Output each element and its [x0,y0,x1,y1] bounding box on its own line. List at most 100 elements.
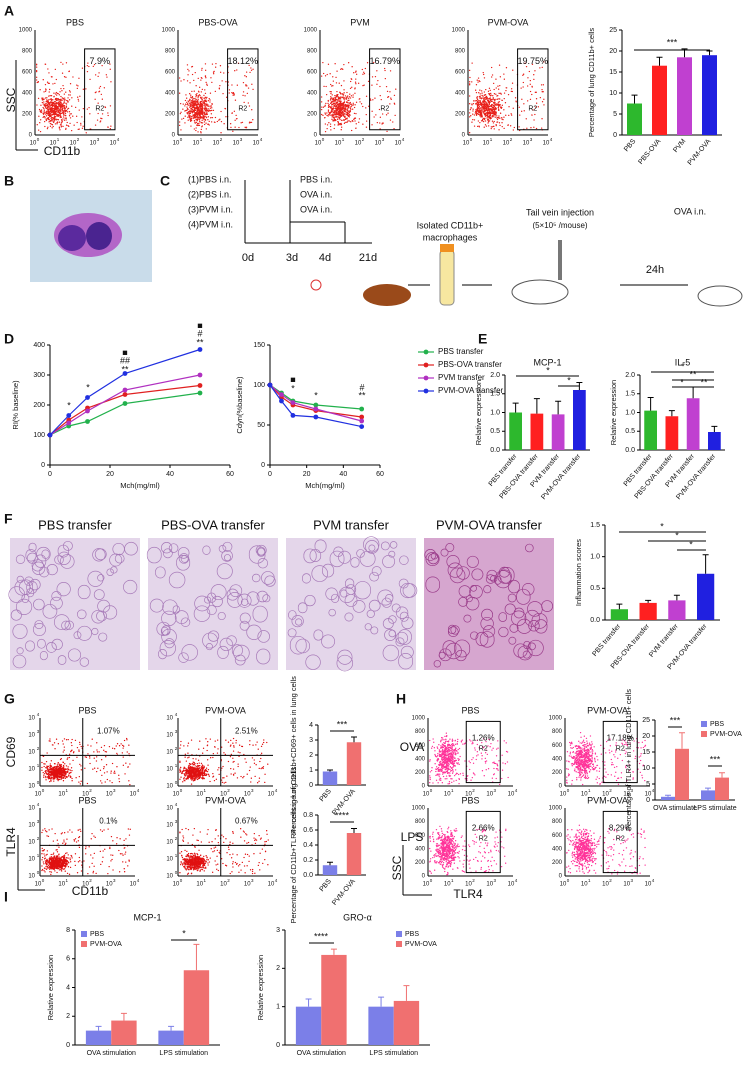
event-dots [41,737,131,786]
tube-cap [440,244,454,252]
significance: *** [337,719,348,729]
x-tick-label: LPS stimulation [369,1050,418,1057]
tick-exponent: 3 [240,137,243,142]
tick-exponent: 3 [37,819,40,824]
flow-y-tick-label: 0 [559,874,563,880]
bar [652,65,667,135]
flow-title: PVM-OVA [205,705,246,715]
significance: ## [120,355,130,365]
tick-exponent: 1 [588,878,591,883]
tick-base: 10 [28,750,35,756]
mouse-icon [363,284,411,306]
tick-exponent: 4 [550,137,553,142]
bar [321,954,347,1045]
y-tick-label: 100 [33,432,45,439]
image-title: PBS-OVA transfer [161,517,265,532]
flow-y-tick-label: 200 [415,770,426,776]
tick-exponent: 4 [275,878,278,883]
legend-label: PVM transfer [438,373,485,382]
tick-exponent: 2 [362,137,365,142]
panel-letter: G [4,691,15,707]
flow-y-tick-label: 0 [29,133,33,139]
flow-y-tick-label: 1000 [549,716,563,722]
x-tick-label: OVA stimulation [297,1050,346,1057]
significance: * [681,361,685,371]
y-tick-label: 0.0 [303,872,313,879]
tick-base: 10 [602,792,609,798]
x-tick-label: 20 [303,471,311,478]
flow-y-tick-label: 600 [22,70,33,76]
y-tick-label: 1.5 [590,522,600,529]
point [290,413,296,418]
bar [644,410,657,450]
tick-exponent: 1 [57,137,60,142]
point [197,390,203,396]
tick-base: 10 [166,840,173,846]
gate [602,720,638,784]
tick-base: 10 [244,792,251,798]
bar [665,416,679,450]
error-bar [647,397,654,411]
axis-arrows [15,60,432,896]
tick-base: 10 [486,792,493,798]
error-bar [673,594,680,601]
tick-base: 10 [268,882,275,888]
point [47,432,53,438]
error-bar [168,1025,175,1031]
event-dots [566,731,647,786]
point [197,383,203,388]
flow-y-tick-label: 1000 [412,716,426,722]
tick-exponent: 1 [37,763,40,768]
tick-base: 10 [35,792,42,798]
mouse-icon [697,285,743,307]
axis-label: CD11b [44,144,81,158]
flow-y-tick-label: 400 [307,91,318,97]
significance: * [546,365,550,375]
y-tick-label: 50 [257,422,265,429]
tick-base: 10 [130,792,137,798]
chart-title: MCP-1 [133,912,161,922]
panel-letter: H [396,691,406,707]
flow-y-tick-label: 800 [165,49,176,55]
gate-region: R2 [95,106,104,113]
point [122,387,128,393]
tick-base: 10 [315,141,322,147]
nucleus [86,222,112,250]
tick-base: 10 [335,141,342,147]
panel-letter: C [160,173,170,189]
point [290,400,296,405]
tick-base: 10 [483,141,490,147]
gate-percent: 1.26% [472,734,495,743]
tick-exponent: 3 [175,729,178,734]
flow-title: PBS [78,705,96,715]
y-tick-label: 0.4 [303,842,313,849]
step-label: macrophages [423,232,478,242]
point [66,420,72,426]
group-label: (4)PVM i.n. [188,219,233,229]
tick-exponent: 1 [490,137,493,142]
flow-y-tick-label: 0 [314,133,318,139]
tick-exponent: 4 [117,137,120,142]
tick-base: 10 [50,141,57,147]
error-bar [702,554,709,574]
challenge-label: OVA i.n. [300,204,332,214]
flow-y-tick-label: 600 [415,833,426,839]
flow-title: PVM [350,17,370,27]
flow-title: PBS [461,705,479,715]
y-tick-label: 1 [309,767,313,774]
tick-base: 10 [35,882,42,888]
flow-y-tick-label: 600 [307,70,318,76]
y-axis-label: Relative expression [474,380,483,445]
significance: *** [710,754,721,764]
flow-title: PBS-OVA [198,17,237,27]
significance: # [197,328,202,338]
legend-label: PVM-OVA [405,941,437,948]
tick-base: 10 [166,823,173,829]
error-bar [351,828,357,833]
tick-base: 10 [166,857,173,863]
bar [639,602,657,620]
tick-base: 10 [508,882,515,888]
significance: ** [196,337,204,347]
point [85,408,90,414]
tick-exponent: 1 [203,788,206,793]
